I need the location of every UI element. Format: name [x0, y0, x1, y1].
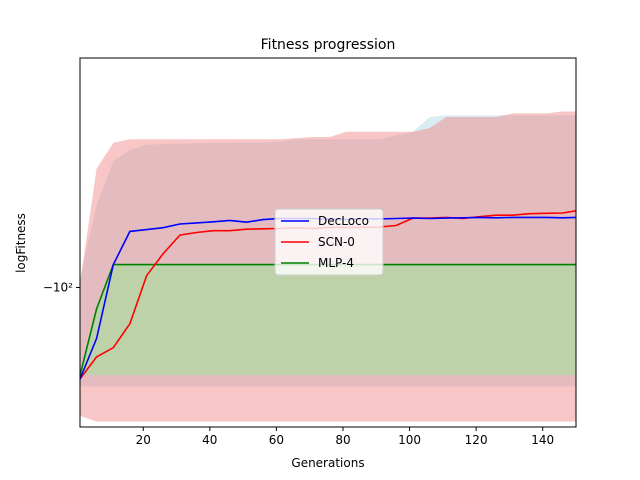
x-axis-label: Generations: [291, 456, 364, 470]
band-mlp-4: [80, 264, 576, 376]
chart-title: Fitness progression: [261, 37, 396, 53]
legend: DecLoco SCN-0 MLP-4: [274, 208, 384, 276]
x-tick-label: 100: [398, 433, 421, 447]
y-tick-label: −10²: [43, 281, 73, 295]
x-tick-label: 40: [202, 433, 217, 447]
x-tick-label: 20: [136, 433, 151, 447]
x-tick-label: 80: [335, 433, 350, 447]
legend-box: [274, 208, 384, 276]
legend-entry-scn-0: SCN-0: [318, 235, 355, 249]
x-axis-ticks: 20 40 60 80 100 120 140: [136, 427, 554, 447]
legend-entry-mlp-4: MLP-4: [318, 256, 354, 270]
plot-frame: [79, 57, 577, 428]
y-axis-ticks: −10²: [43, 281, 80, 295]
y-axis-label: logFitness: [14, 213, 28, 273]
x-tick-label: 60: [269, 433, 284, 447]
x-tick-label: 120: [465, 433, 488, 447]
x-tick-label: 140: [531, 433, 554, 447]
legend-entry-decloco: DecLoco: [318, 214, 369, 228]
